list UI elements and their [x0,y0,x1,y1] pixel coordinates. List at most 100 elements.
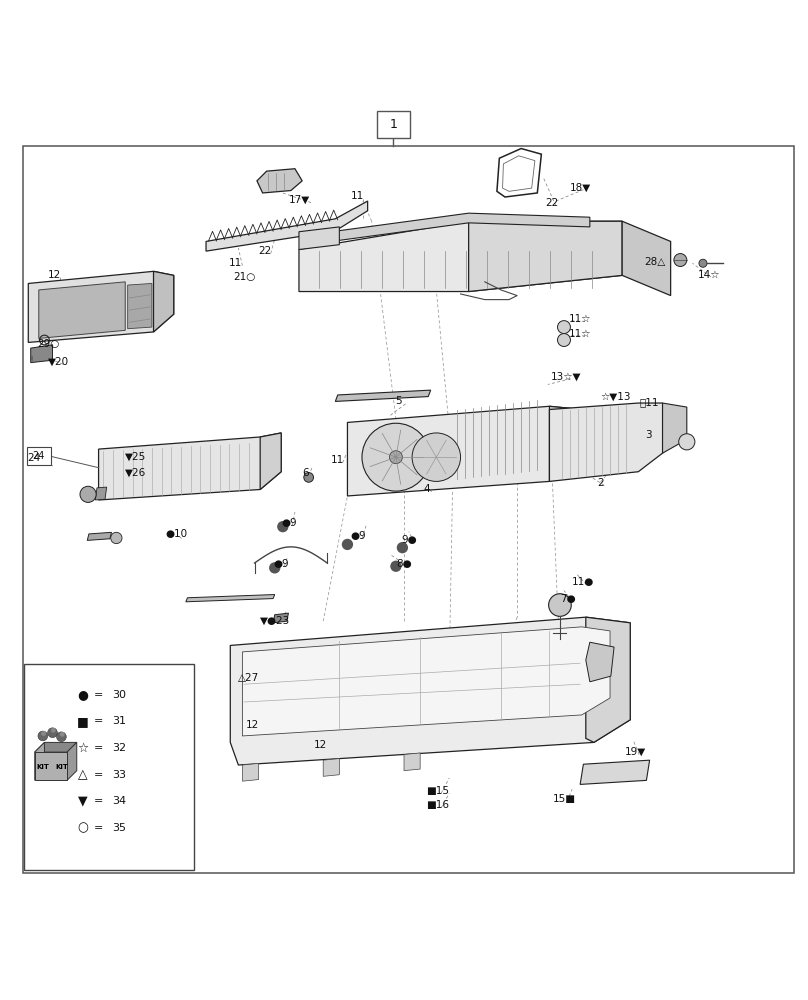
Text: ○: ○ [77,822,88,835]
Polygon shape [31,345,53,363]
Text: 9●: 9● [402,535,418,545]
Text: △: △ [78,768,87,781]
Polygon shape [39,282,125,338]
Circle shape [41,731,46,736]
Polygon shape [128,283,152,329]
Text: 11●: 11● [572,577,595,587]
Text: 7●: 7● [560,594,576,604]
Circle shape [397,542,408,553]
Circle shape [549,594,571,616]
Polygon shape [242,763,259,781]
Text: 35: 35 [112,823,126,833]
Text: 1: 1 [389,118,398,131]
Text: ●9: ●9 [350,531,366,541]
Text: =: = [94,743,103,753]
Text: 14☆: 14☆ [697,270,720,280]
Text: 5: 5 [395,396,402,406]
Text: 22: 22 [259,246,271,256]
Text: 21○: 21○ [233,272,255,282]
Text: 19▼: 19▼ [625,747,646,757]
Text: 34: 34 [112,796,126,806]
Polygon shape [99,433,281,500]
Polygon shape [95,487,107,500]
Polygon shape [335,390,431,401]
Polygon shape [230,617,630,765]
Text: KIT: KIT [56,764,69,770]
Text: ●10: ●10 [165,529,187,539]
Polygon shape [299,227,339,250]
Circle shape [558,334,570,346]
Text: 8●: 8● [396,559,412,569]
Text: ⁦11: ⁦11 [639,397,659,407]
Text: ●: ● [77,688,88,701]
Text: =: = [94,823,103,833]
Circle shape [80,486,96,502]
Circle shape [679,434,695,450]
Text: KIT: KIT [36,764,49,770]
Text: ▼●23: ▼●23 [259,615,290,625]
Text: ☆▼13: ☆▼13 [600,392,631,402]
Circle shape [277,521,288,532]
Circle shape [60,732,65,737]
Polygon shape [87,532,112,540]
Circle shape [48,728,57,738]
Polygon shape [580,760,650,784]
Text: 12: 12 [48,270,61,280]
Text: 32: 32 [112,743,126,753]
Polygon shape [549,406,582,481]
Polygon shape [586,617,630,742]
Polygon shape [35,742,44,780]
Text: 6: 6 [302,468,309,478]
Text: 15■: 15■ [553,794,575,804]
Polygon shape [586,642,614,682]
Text: 24: 24 [32,451,45,461]
Circle shape [57,732,66,742]
Polygon shape [28,271,174,342]
Polygon shape [663,403,687,453]
Text: ●9: ●9 [273,559,289,569]
Text: 11: 11 [229,258,242,268]
Polygon shape [347,406,582,496]
Circle shape [362,423,430,491]
Circle shape [269,562,280,574]
Bar [24,664,194,870]
Text: 31: 31 [112,716,126,726]
Circle shape [51,728,56,733]
Polygon shape [404,753,420,771]
Text: 11: 11 [351,191,364,201]
Polygon shape [67,742,77,780]
Polygon shape [299,221,622,292]
Polygon shape [260,433,281,489]
Circle shape [390,561,402,572]
Circle shape [304,473,314,482]
Polygon shape [622,221,671,296]
Text: ▼25: ▼25 [125,452,146,462]
Text: =: = [94,690,103,700]
Bar [27,447,51,465]
Polygon shape [35,752,67,780]
Text: 18▼: 18▼ [570,182,591,192]
Text: 3: 3 [646,430,652,440]
Polygon shape [549,403,663,481]
Text: 13☆▼: 13☆▼ [550,371,581,381]
Bar [377,111,410,138]
Polygon shape [257,169,302,193]
Text: 12: 12 [314,740,327,750]
Polygon shape [186,595,275,602]
Text: 24: 24 [27,453,40,463]
Text: ▼20: ▼20 [48,357,69,367]
Text: =: = [94,796,103,806]
Circle shape [389,451,402,464]
Polygon shape [323,759,339,776]
Polygon shape [273,613,288,623]
Text: 30: 30 [112,690,126,700]
Text: ■15: ■15 [427,786,449,796]
Circle shape [412,433,461,481]
Text: =: = [94,716,103,726]
Text: ☆: ☆ [77,742,88,755]
Text: 12: 12 [246,720,259,730]
Circle shape [342,539,353,550]
Circle shape [38,731,48,741]
Polygon shape [331,213,590,241]
Text: 17▼: 17▼ [288,194,309,204]
